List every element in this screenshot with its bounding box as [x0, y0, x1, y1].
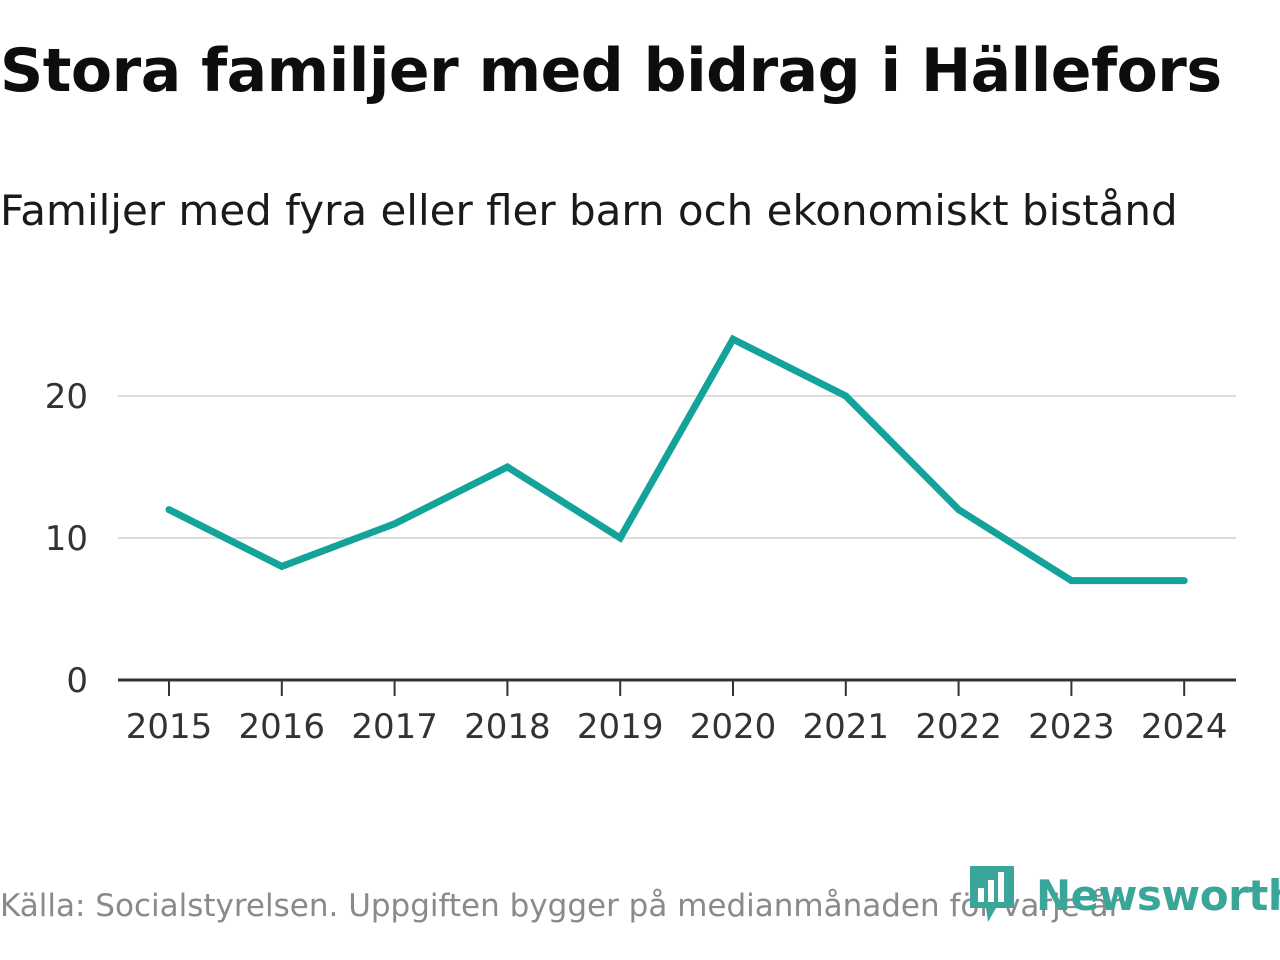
x-tick-label: 2015: [126, 707, 213, 747]
chart-subtitle: Familjer med fyra eller fler barn och ek…: [0, 186, 1178, 235]
data-point: [729, 335, 737, 343]
data-point: [842, 392, 850, 400]
data-point: [616, 534, 624, 542]
x-tick-label: 2017: [351, 707, 438, 747]
y-axis-ticks: 0 10 20: [45, 377, 88, 701]
gridlines: [118, 395, 1236, 539]
y-tick-label: 10: [45, 519, 88, 559]
newsworthy-logo-icon: [970, 866, 1014, 922]
y-tick-label: 20: [45, 377, 88, 417]
data-point: [278, 562, 286, 570]
x-tick-label: 2022: [915, 707, 1002, 747]
source-note: Källa: Socialstyrelsen. Uppgiften bygger…: [0, 888, 1122, 924]
series-layer: [165, 334, 1188, 585]
chart-title: Stora familjer med bidrag i Hällefors: [0, 36, 1222, 106]
x-axis-ticks: 2015 2016 2017 2018 2019 2020 2021 2022 2023 2024: [126, 680, 1228, 747]
series-line: [167, 334, 1185, 585]
data-point: [391, 520, 399, 528]
x-tick-label: 2021: [803, 707, 890, 747]
x-tick-label: 2020: [690, 707, 777, 747]
newsworthy-logo-text: Newsworthy: [1036, 870, 1280, 920]
x-tick-label: 2018: [464, 707, 551, 747]
data-point: [1180, 577, 1188, 585]
x-tick-label: 2024: [1141, 707, 1228, 747]
x-tick-label: 2019: [577, 707, 664, 747]
data-point: [503, 463, 511, 471]
data-point: [165, 506, 173, 514]
y-tick-label: 0: [66, 661, 88, 701]
newsworthy-logo[interactable]: Newsworthy: [966, 864, 1280, 926]
data-point: [1067, 577, 1075, 585]
x-tick-label: 2023: [1028, 707, 1115, 747]
data-point: [955, 506, 963, 514]
x-tick-label: 2016: [239, 707, 326, 747]
